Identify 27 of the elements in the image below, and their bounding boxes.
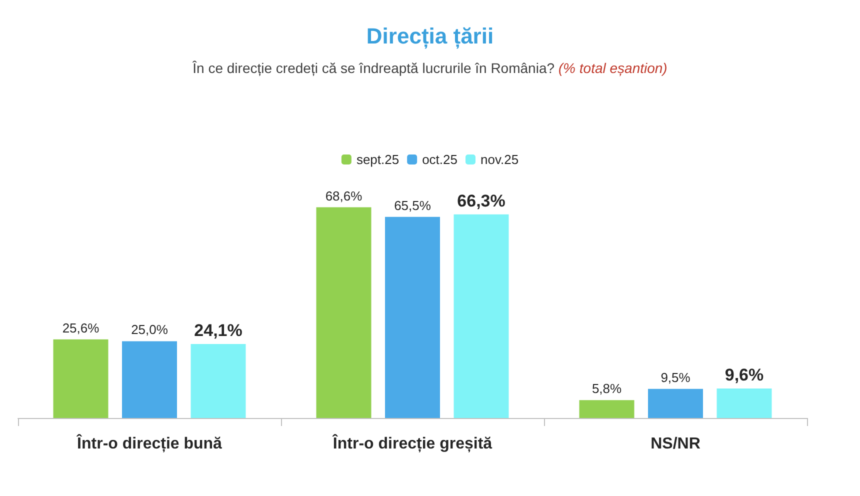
chart-subtitle: În ce direcție credeți că se îndreaptă lucrurile în România? xyxy=(192,60,558,76)
data-label: 9,6% xyxy=(724,366,764,385)
bar xyxy=(454,214,509,418)
text: (% total eșantion) xyxy=(558,60,668,77)
bar xyxy=(53,339,108,418)
bar xyxy=(648,388,703,418)
data-label: 68,6% xyxy=(325,188,363,204)
bar xyxy=(716,388,772,418)
bar xyxy=(190,344,246,418)
data-label: 66,3% xyxy=(457,191,506,210)
bar xyxy=(579,400,634,418)
data-label: 5,8% xyxy=(592,381,622,396)
legend-label: oct.25 xyxy=(422,152,458,167)
legend-label: nov.25 xyxy=(480,152,519,167)
x-tick-label: Într-o direcție greșită xyxy=(332,434,492,452)
legend-label: sept.25 xyxy=(356,152,400,167)
data-label: 25,6% xyxy=(62,320,100,336)
bar xyxy=(122,341,177,418)
data-label: 25,0% xyxy=(131,322,168,338)
bar xyxy=(385,216,440,418)
chart-title: Direcția țării xyxy=(366,24,494,50)
x-tick-label: Într-o direcție bună xyxy=(76,434,222,452)
bar xyxy=(316,207,372,418)
x-tick-label: NS/NR xyxy=(650,436,701,452)
data-label: 24,1% xyxy=(194,320,242,340)
data-label: 9,5% xyxy=(660,370,691,385)
data-label: 65,5% xyxy=(394,198,432,213)
